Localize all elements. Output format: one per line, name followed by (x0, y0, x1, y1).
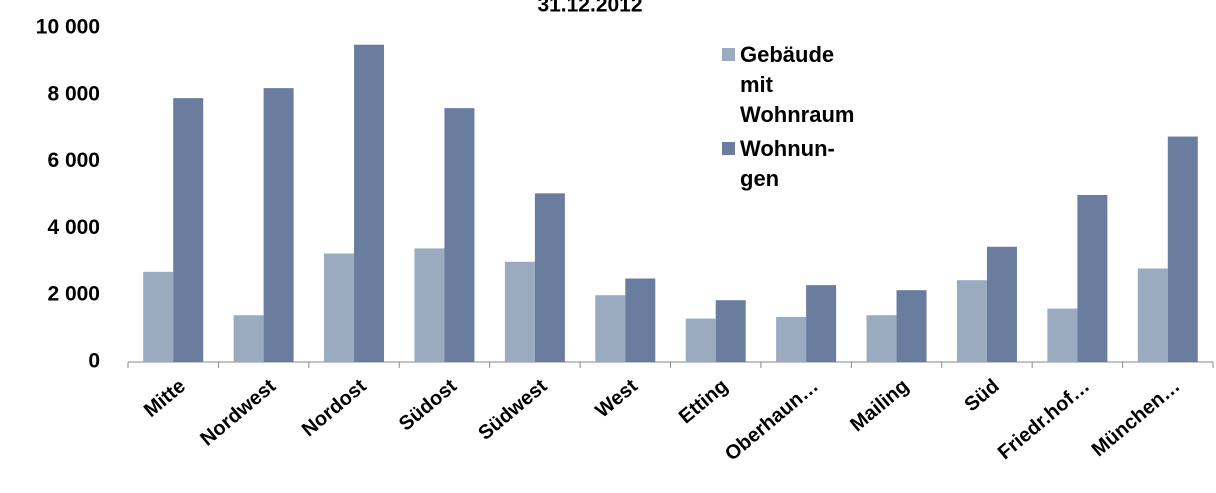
bar (866, 315, 897, 362)
bar (233, 315, 264, 362)
bar (414, 248, 445, 362)
y-tick-label: 10 000 (36, 16, 100, 39)
x-tick-label: Nordost (298, 375, 371, 441)
x-tick-label: Südwest (474, 375, 551, 445)
bar (986, 246, 1017, 362)
bar (896, 290, 927, 362)
bar (776, 316, 807, 362)
bar (625, 278, 656, 362)
legend-item: Wohnun-gen (722, 134, 872, 194)
chart-title: 31.12.2012 (537, 0, 642, 17)
bar (595, 295, 626, 362)
x-tick-label: Mitte (140, 375, 190, 422)
bar (444, 108, 475, 362)
bar (1167, 136, 1198, 362)
y-tick-label: 4 000 (47, 216, 100, 239)
legend-item: Gebäude mit Wohnraum (722, 40, 872, 130)
bar (263, 88, 294, 363)
legend-label: Gebäude mit Wohnraum (740, 42, 855, 127)
bar (143, 271, 174, 362)
bar (354, 44, 385, 362)
legend: Gebäude mit Wohnraum Wohnun-gen (722, 40, 872, 198)
x-tick-label: Friedr.hof… (994, 375, 1094, 464)
bar (1047, 308, 1078, 362)
y-tick-label: 6 000 (47, 149, 100, 172)
x-tick-label: Nordwest (196, 375, 280, 451)
legend-swatch (722, 142, 735, 155)
bar (685, 318, 716, 362)
bar (806, 285, 837, 362)
bar (173, 98, 204, 362)
x-tick-label: Oberhaun… (721, 375, 823, 465)
bar (1137, 268, 1168, 362)
bar (715, 300, 746, 362)
x-tick-label: München… (1088, 375, 1185, 461)
bar (504, 261, 535, 362)
bar (956, 280, 987, 362)
bar (324, 253, 355, 362)
legend-label: Wohnun-gen (740, 136, 835, 191)
bar (1077, 195, 1108, 362)
legend-swatch (722, 48, 735, 61)
x-tick-label: Mailing (846, 375, 913, 436)
x-tick-label: Südost (395, 375, 461, 436)
x-tick-label: Süd (960, 375, 1003, 416)
y-tick-label: 0 (88, 350, 100, 373)
y-tick-label: 8 000 (47, 82, 100, 105)
x-tick-label: West (591, 375, 642, 423)
y-tick-label: 2 000 (47, 283, 100, 306)
x-tick-label: Etting (675, 375, 733, 428)
bar (534, 193, 565, 362)
